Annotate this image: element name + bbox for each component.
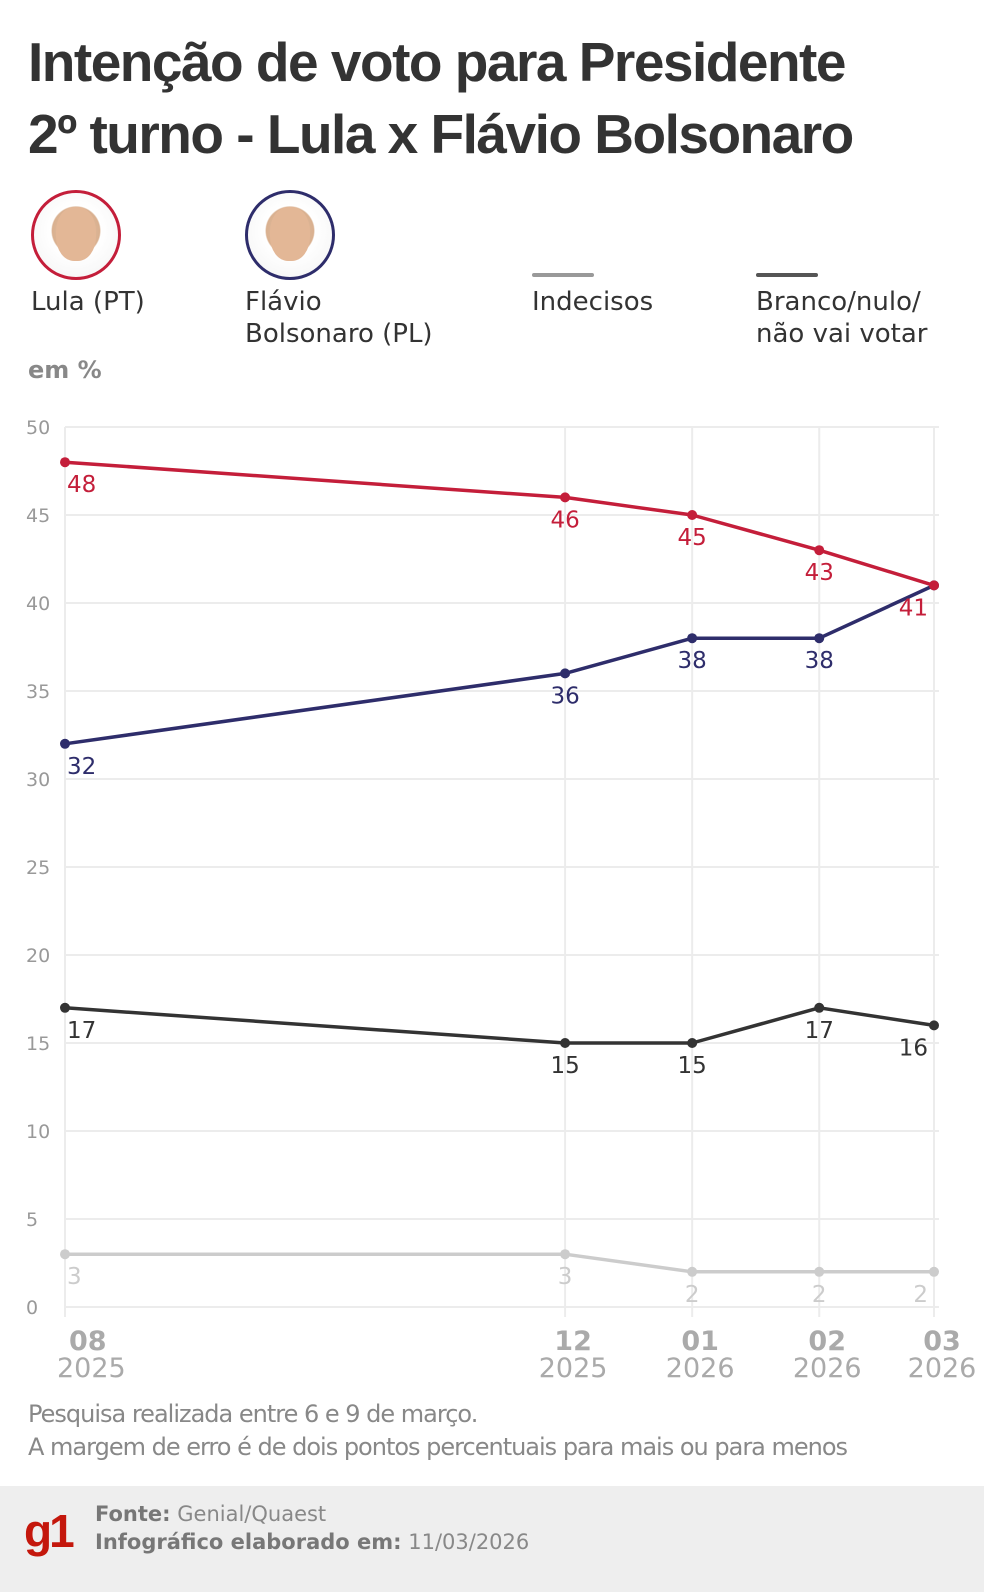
unit-label: em % bbox=[28, 356, 102, 384]
branco-line-icon bbox=[756, 273, 818, 277]
data-point bbox=[560, 492, 571, 503]
legend-branco: Branco/nulo/ não vai votar bbox=[756, 287, 928, 349]
series-line bbox=[65, 1252, 934, 1274]
data-point bbox=[929, 580, 939, 591]
title-line-2: 2º turno - Lula x Flávio Bolsonaro bbox=[28, 103, 854, 165]
line-chart: 0510152025303540455008202512202501202602… bbox=[26, 417, 977, 1384]
data-point bbox=[687, 510, 698, 520]
y-tick-label: 10 bbox=[26, 1121, 50, 1143]
legend-flavio: Flávio Bolsonaro (PL) bbox=[245, 287, 433, 349]
data-point bbox=[814, 633, 825, 644]
data-point bbox=[60, 1249, 70, 1260]
data-point bbox=[560, 668, 571, 679]
data-point bbox=[60, 457, 70, 468]
data-label: 16 bbox=[899, 1035, 928, 1061]
x-tick-year: 2025 bbox=[57, 1353, 126, 1384]
data-point bbox=[687, 1038, 698, 1048]
y-tick-label: 25 bbox=[26, 857, 50, 879]
data-point bbox=[814, 1266, 825, 1277]
data-label: 2 bbox=[812, 1282, 827, 1308]
title-line-1: Intenção de voto para Presidente bbox=[28, 31, 846, 93]
data-point bbox=[560, 1249, 571, 1260]
x-tick-month: 01 bbox=[681, 1326, 719, 1357]
data-point bbox=[687, 1266, 698, 1277]
footer: g1 Fonte: Genial/Quaest Infográfico elab… bbox=[0, 1486, 984, 1592]
note-2: A margem de erro é de dois pontos percen… bbox=[28, 1433, 848, 1461]
data-label: 15 bbox=[678, 1053, 707, 1079]
y-tick-label: 20 bbox=[26, 945, 50, 967]
data-label: 38 bbox=[805, 648, 834, 674]
data-point bbox=[60, 1002, 70, 1013]
data-label: 17 bbox=[805, 1018, 834, 1044]
data-point bbox=[929, 1266, 939, 1277]
data-label: 43 bbox=[805, 560, 834, 586]
y-tick-label: 15 bbox=[26, 1033, 50, 1055]
x-tick-month: 03 bbox=[923, 1326, 961, 1357]
x-tick-month: 12 bbox=[554, 1326, 592, 1357]
g1-logo: g1 bbox=[24, 1505, 75, 1557]
data-label: 32 bbox=[67, 754, 96, 780]
y-tick-label: 5 bbox=[26, 1209, 38, 1231]
chart-title: Intenção de voto para Presidente 2º turn… bbox=[28, 26, 854, 170]
data-label: 2 bbox=[685, 1282, 700, 1308]
data-point bbox=[60, 738, 70, 749]
y-tick-label: 0 bbox=[26, 1297, 38, 1319]
indecisos-line-icon bbox=[532, 273, 594, 277]
note-1: Pesquisa realizada entre 6 e 9 de março. bbox=[28, 1400, 478, 1428]
data-label: 3 bbox=[67, 1264, 82, 1290]
x-tick-year: 2026 bbox=[908, 1353, 977, 1384]
data-label: 38 bbox=[678, 648, 707, 674]
x-tick-month: 02 bbox=[808, 1326, 846, 1357]
x-tick-year: 2026 bbox=[793, 1353, 862, 1384]
y-tick-label: 30 bbox=[26, 769, 50, 791]
data-point bbox=[929, 1020, 939, 1031]
data-point bbox=[687, 633, 698, 644]
x-tick-year: 2026 bbox=[666, 1353, 735, 1384]
data-point bbox=[814, 545, 825, 556]
flavio-photo bbox=[245, 190, 335, 280]
legend-lula: Lula (PT) bbox=[31, 287, 145, 317]
data-point bbox=[560, 1038, 571, 1048]
data-label: 45 bbox=[678, 525, 707, 551]
data-point bbox=[814, 1002, 825, 1013]
lula-photo bbox=[31, 190, 121, 280]
data-label: 17 bbox=[67, 1018, 96, 1044]
y-tick-label: 50 bbox=[26, 417, 50, 439]
data-label: 46 bbox=[550, 507, 579, 533]
data-label: 48 bbox=[67, 472, 96, 498]
source-line: Fonte: Genial/Quaest bbox=[95, 1502, 327, 1526]
legend-indecisos: Indecisos bbox=[532, 287, 654, 317]
data-label: 15 bbox=[550, 1053, 579, 1079]
data-label: 2 bbox=[913, 1282, 928, 1308]
x-tick-month: 08 bbox=[69, 1326, 107, 1357]
x-tick-year: 2025 bbox=[539, 1353, 608, 1384]
y-tick-label: 40 bbox=[26, 593, 50, 615]
made-line: Infográfico elaborado em: 11/03/2026 bbox=[95, 1530, 530, 1554]
y-tick-label: 45 bbox=[26, 505, 50, 527]
y-tick-label: 35 bbox=[26, 681, 50, 703]
data-label: 36 bbox=[550, 683, 579, 709]
data-label: 3 bbox=[558, 1264, 573, 1290]
data-label: 41 bbox=[899, 595, 928, 621]
